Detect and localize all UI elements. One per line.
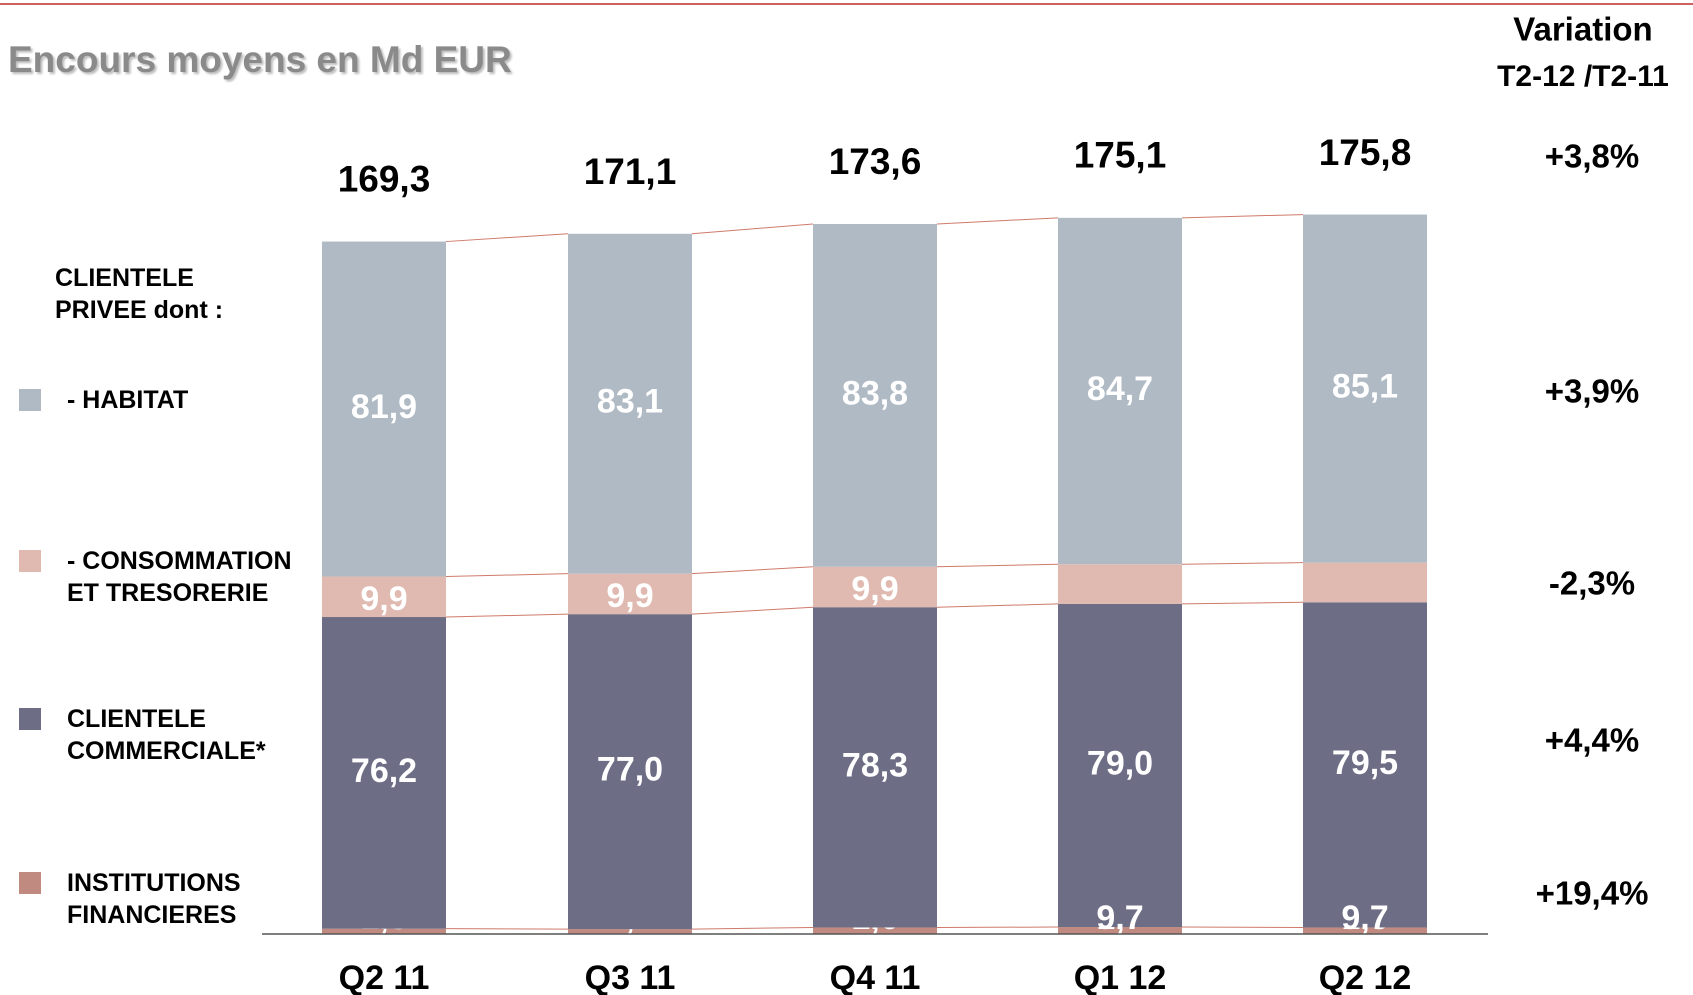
total-label: 169,3: [338, 158, 431, 199]
legend-label: - CONSOMMATION ET TRESORERIE: [67, 547, 292, 607]
x-tick-label: Q1 12: [1074, 959, 1167, 995]
bar-segment: [568, 929, 692, 934]
x-tick-label: Q2 12: [1319, 959, 1412, 995]
chart-title: Encours moyens en Md EUR: [8, 39, 512, 80]
connector: [936, 563, 1059, 568]
bar-segment: [1303, 602, 1427, 928]
variation-value: +3,9%: [1545, 373, 1640, 410]
bar-segment: [813, 607, 937, 928]
connector: [691, 223, 814, 235]
connector: [445, 613, 569, 618]
legend-swatch: [19, 550, 41, 572]
total-label: 173,6: [829, 141, 922, 182]
bar-segment: [1303, 927, 1427, 934]
connector: [691, 566, 814, 575]
legend-swatch: [19, 708, 41, 730]
connector: [691, 926, 814, 930]
total-label: 175,1: [1074, 135, 1167, 176]
connector: [1181, 562, 1304, 565]
variation-value: -2,3%: [1549, 565, 1635, 602]
x-tick-label: Q2 11: [339, 959, 430, 995]
legend-swatch: [19, 389, 41, 411]
bar-segment: [1058, 603, 1182, 928]
legend-label: INSTITUTIONS FINANCIERES: [67, 869, 241, 929]
bar-segment: [568, 614, 692, 930]
value-label: 76,2: [351, 752, 417, 790]
variation-value: +3,8%: [1545, 138, 1640, 175]
bar-segment: [813, 566, 937, 608]
connector: [936, 603, 1059, 608]
value-label: 78,3: [842, 746, 908, 784]
bar-segment: [322, 241, 446, 577]
bar-segment: [813, 223, 937, 567]
value-label: 77,0: [597, 751, 663, 789]
connector: [1181, 214, 1304, 219]
bar-segment: [568, 233, 692, 574]
variation-value: +19,4%: [1536, 875, 1649, 912]
value-label: 79,0: [1087, 744, 1153, 782]
value-label: 9,9: [360, 580, 407, 618]
connector: [445, 233, 569, 243]
value-label: 85,1: [1332, 368, 1398, 406]
bar-segment: [813, 927, 937, 934]
bar-segment: [1058, 564, 1182, 604]
bar-segment: [1058, 217, 1182, 565]
bar-segment: [1303, 214, 1427, 563]
x-tick-label: Q4 11: [830, 959, 921, 995]
legend-header: CLIENTELE PRIVEE dont :: [55, 264, 224, 324]
value-label: 81,9: [351, 388, 417, 426]
connector: [936, 217, 1059, 225]
total-label: 175,8: [1319, 132, 1412, 173]
bar-segment: [322, 928, 446, 934]
x-tick-label: Q3 11: [585, 959, 676, 995]
legend-label: CLIENTELE COMMERCIALE*: [67, 705, 266, 765]
value-label: 9,9: [851, 570, 898, 608]
value-label: 83,1: [597, 383, 663, 421]
legend-label: - HABITAT: [67, 386, 189, 414]
value-label: 79,5: [1332, 744, 1398, 782]
connector: [691, 606, 814, 615]
bar-segment: [568, 573, 692, 615]
value-label: 9,7: [1096, 899, 1143, 937]
bar-segment: [1058, 927, 1182, 934]
value-label: 9,9: [606, 577, 653, 615]
variation-header: Variation: [1513, 11, 1652, 48]
variation-header: T2-12 /T2-11: [1497, 60, 1669, 93]
connector: [1181, 601, 1304, 605]
bar-segment: [322, 617, 446, 929]
value-label: 84,7: [1087, 370, 1153, 408]
total-label: 171,1: [584, 151, 677, 192]
legend-swatch: [19, 872, 41, 894]
bar-segment: [322, 576, 446, 618]
value-label: 9,7: [1341, 899, 1388, 937]
variation-value: +4,4%: [1545, 722, 1640, 759]
bar-segment: [1303, 562, 1427, 603]
value-label: 83,8: [842, 374, 908, 412]
connector: [445, 573, 569, 578]
